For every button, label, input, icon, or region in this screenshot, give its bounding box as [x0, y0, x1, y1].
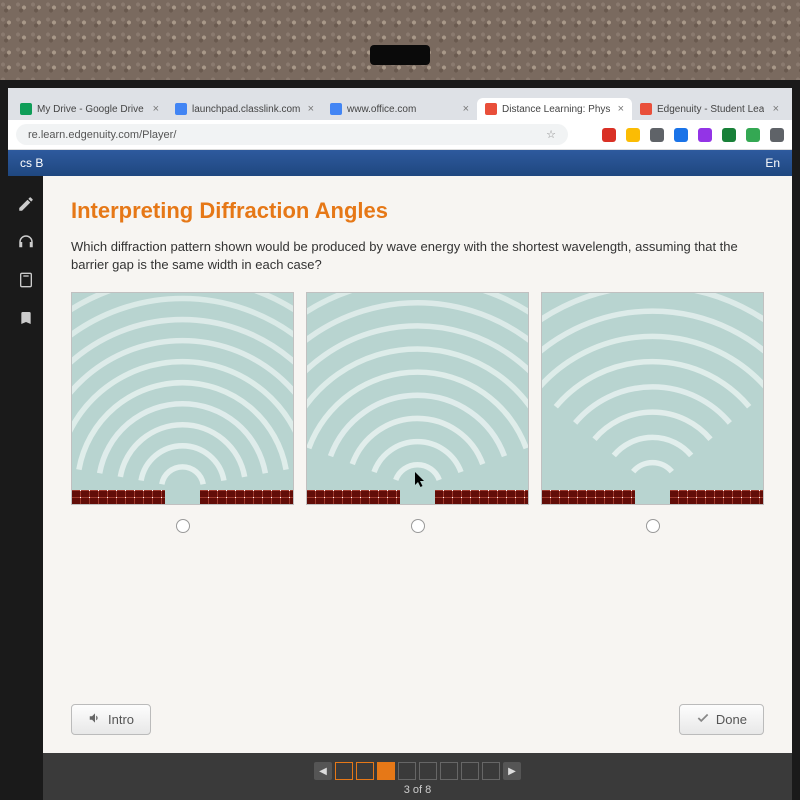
extension-icon[interactable] [722, 128, 736, 142]
close-icon[interactable]: × [463, 103, 469, 115]
done-button[interactable]: Done [679, 704, 764, 735]
options-row [71, 292, 764, 537]
extension-icon[interactable] [602, 128, 616, 142]
pagination-bar: ◀▶ 3 of 8 [43, 753, 792, 800]
question-text: Which diffraction pattern shown would be… [71, 238, 764, 274]
answer-option [306, 292, 529, 537]
barrier-right [435, 490, 528, 504]
radio-button[interactable] [411, 519, 425, 533]
browser-tab[interactable]: Edgenuity - Student Lea × [632, 98, 787, 120]
page-indicator[interactable] [440, 762, 458, 780]
browser-window: My Drive - Google Drive × launchpad.clas… [8, 88, 792, 800]
barrier-left [307, 490, 400, 504]
extension-icon[interactable] [650, 128, 664, 142]
page-indicator[interactable] [398, 762, 416, 780]
page-indicator[interactable] [482, 762, 500, 780]
page-indicator[interactable] [356, 762, 374, 780]
lesson-title: Interpreting Diffraction Angles [71, 198, 764, 224]
course-label: cs B [20, 156, 43, 170]
close-icon[interactable]: × [308, 103, 314, 115]
tab-title: launchpad.classlink.com [192, 104, 300, 115]
tab-title: Edgenuity - Student Lea [657, 104, 764, 115]
extension-icon[interactable] [698, 128, 712, 142]
left-toolbar [8, 176, 43, 800]
language-label[interactable]: En [765, 156, 780, 170]
calculator-icon[interactable] [16, 270, 36, 290]
barrier-right [670, 490, 763, 504]
extension-icon[interactable] [578, 128, 592, 142]
diffraction-diagram [541, 292, 764, 504]
close-icon[interactable]: × [618, 103, 624, 115]
background-carpet [0, 0, 800, 80]
browser-tab[interactable]: My Drive - Google Drive × [12, 98, 167, 120]
answer-option [541, 292, 764, 537]
webcam [370, 45, 430, 65]
speaker-icon [88, 711, 102, 728]
diffraction-diagram [306, 292, 529, 504]
done-label: Done [716, 712, 747, 727]
tab-favicon-icon [330, 103, 342, 115]
radio-button[interactable] [646, 519, 660, 533]
intro-label: Intro [108, 712, 134, 727]
page-strip: ◀▶ [314, 762, 521, 780]
intro-button[interactable]: Intro [71, 704, 151, 735]
check-icon [696, 711, 710, 728]
app-header: cs B En [8, 150, 792, 176]
pencil-icon[interactable] [16, 194, 36, 214]
barrier-left [72, 490, 165, 504]
radio-button[interactable] [176, 519, 190, 533]
close-icon[interactable]: × [773, 103, 779, 115]
extension-icon[interactable] [674, 128, 688, 142]
close-icon[interactable]: × [153, 103, 159, 115]
tab-favicon-icon [175, 103, 187, 115]
headphones-icon[interactable] [16, 232, 36, 252]
tab-favicon-icon [20, 103, 32, 115]
browser-tab[interactable]: www.office.com × [322, 98, 477, 120]
next-page-button[interactable]: ▶ [503, 762, 521, 780]
page-indicator[interactable] [461, 762, 479, 780]
page-indicator[interactable] [377, 762, 395, 780]
tab-favicon-icon [640, 103, 652, 115]
prev-page-button[interactable]: ◀ [314, 762, 332, 780]
extension-icon[interactable] [746, 128, 760, 142]
laptop-bezel: My Drive - Google Drive × launchpad.clas… [0, 80, 800, 800]
answer-option [71, 292, 294, 537]
diffraction-diagram [71, 292, 294, 504]
app-body: Interpreting Diffraction Angles Which di… [8, 176, 792, 800]
browser-tab[interactable]: launchpad.classlink.com × [167, 98, 322, 120]
extension-icon[interactable] [626, 128, 640, 142]
barrier-left [542, 490, 635, 504]
tab-strip: My Drive - Google Drive × launchpad.clas… [8, 88, 792, 120]
tab-title: Distance Learning: Phys [502, 104, 610, 115]
browser-tab[interactable]: Distance Learning: Phys × [477, 98, 632, 120]
tab-title: www.office.com [347, 104, 416, 115]
url-input[interactable]: re.learn.edgenuity.com/Player/ ☆ [16, 124, 568, 145]
bookmark-icon[interactable] [16, 308, 36, 328]
tab-title: My Drive - Google Drive [37, 104, 144, 115]
barrier-right [200, 490, 293, 504]
page-indicator[interactable] [335, 762, 353, 780]
url-text: re.learn.edgenuity.com/Player/ [28, 129, 176, 141]
address-bar: re.learn.edgenuity.com/Player/ ☆ [8, 120, 792, 150]
page-counter: 3 of 8 [43, 784, 792, 796]
page-indicator[interactable] [419, 762, 437, 780]
star-icon[interactable]: ☆ [546, 128, 556, 141]
tab-favicon-icon [485, 103, 497, 115]
extension-icons [578, 128, 784, 142]
content-area: Interpreting Diffraction Angles Which di… [43, 176, 792, 800]
extension-icon[interactable] [770, 128, 784, 142]
footer-row: Intro Done [71, 686, 764, 753]
